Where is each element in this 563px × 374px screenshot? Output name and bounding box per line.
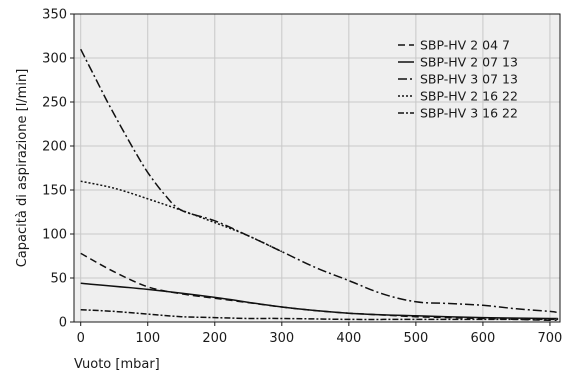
y-tick-label-1: 50: [50, 272, 67, 287]
x-tick-label-0: 0: [77, 331, 85, 346]
y-tick-label-5: 250: [42, 96, 67, 111]
ticks-layer: 0 100 200 300 400 500 600 700 0 50 100 150 200 250 300…: [42, 8, 562, 347]
legend: SBP-HV 2 04 7 SBP-HV 2 07 13 SBP-HV 3 07 1…: [398, 38, 518, 121]
y-axis-label: Capacità di aspirazione [l/min]: [15, 69, 30, 268]
legend-label-2: SBP-HV 2 07 13: [420, 55, 518, 70]
legend-label-3: SBP-HV 3 07 13: [420, 72, 518, 87]
plot-frame: [73, 13, 561, 323]
series-line-5: [80, 308, 559, 321]
legend-label-5: SBP-HV 3 16 22: [420, 106, 518, 121]
x-tick-label-7: 700: [538, 331, 563, 346]
y-tick-label-0: 0: [59, 316, 67, 331]
x-tick-label-4: 400: [336, 331, 361, 346]
series-line-4: [80, 180, 283, 253]
y-tick-label-2: 100: [42, 228, 67, 243]
x-tick-label-6: 600: [470, 331, 495, 346]
x-tick-label-5: 500: [403, 331, 428, 346]
y-tick-label-4: 200: [42, 140, 67, 155]
series-line-3: [80, 48, 557, 314]
x-tick-label-2: 200: [202, 331, 227, 346]
legend-label-1: SBP-HV 2 04 7: [420, 38, 510, 53]
series-layer: [80, 48, 559, 322]
series-line-2: [80, 282, 559, 320]
y-tick-label-6: 300: [42, 52, 67, 67]
plot-background: [74, 14, 560, 322]
x-axis-label: Vuoto [mbar]: [74, 357, 160, 372]
x-tick-label-3: 300: [269, 331, 294, 346]
y-tick-label-7: 350: [42, 8, 67, 23]
legend-label-4: SBP-HV 2 16 22: [420, 89, 518, 104]
x-tick-label-1: 100: [135, 331, 160, 346]
y-tick-label-3: 150: [42, 184, 67, 199]
